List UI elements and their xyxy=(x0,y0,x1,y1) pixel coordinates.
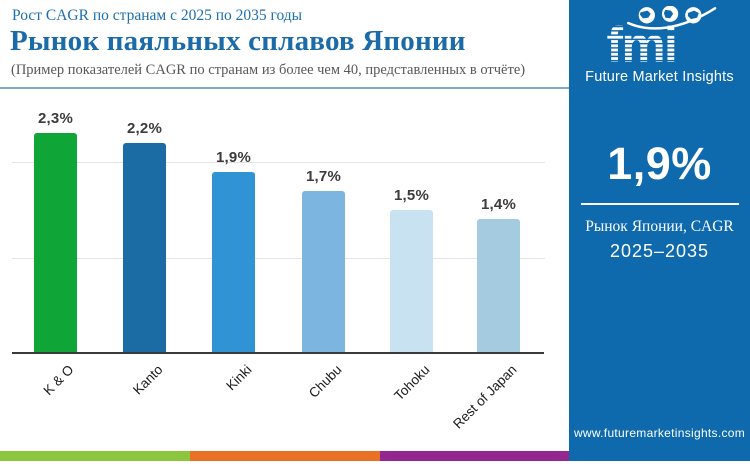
stat-underline xyxy=(580,203,739,205)
stripe-segment-green xyxy=(0,451,190,461)
logo-globe-icons xyxy=(638,6,701,24)
logo-caption: Future Market Insights xyxy=(585,69,734,85)
website-url[interactable]: www.futuremarketinsights.com xyxy=(573,426,746,440)
stripe-segment-orange xyxy=(190,451,380,461)
bar-chart: 2,3% 2,2% 1,9% 1,7% 1,5% 1,4% K & O Kanto Kinki… xyxy=(12,110,545,432)
stat-value: 1,9% xyxy=(607,138,712,189)
bar-tohoku xyxy=(390,210,433,353)
bar-chubu xyxy=(302,191,345,353)
gridline xyxy=(12,162,545,163)
page-subtitle: (Пример показателей CAGR по странам из б… xyxy=(11,62,526,78)
page-title: Рынок паяльных сплавов Японии xyxy=(10,25,466,57)
report-eyebrow: Рост CAGR по странам с 2025 по 2035 годы xyxy=(12,7,303,24)
logo-wordmark: fmi xyxy=(606,17,676,68)
fmi-logo: fmi Future Market Insights xyxy=(569,6,750,85)
footer-color-stripe xyxy=(0,451,569,461)
stat-caption: Рынок Японии, CAGR xyxy=(585,218,734,235)
bar-value-label: 1,4% xyxy=(481,196,516,213)
stripe-segment-purple xyxy=(380,451,569,461)
stat-years: 2025–2035 xyxy=(609,241,710,261)
bar-value-label: 2,2% xyxy=(127,120,162,137)
bar-value-label: 1,5% xyxy=(394,187,429,204)
header-divider xyxy=(0,87,569,89)
brand-sidebar: fmi Future Market Insights 1,9% Рынок Яп… xyxy=(569,0,750,461)
gridline xyxy=(12,257,545,259)
highlight-stat: 1,9% Рынок Японии, CAGR 2025–2035 xyxy=(569,138,750,262)
bar-rest-of-japan xyxy=(477,219,520,353)
bar-value-label: 1,9% xyxy=(216,149,251,166)
bar-kinki xyxy=(212,172,255,353)
bar-k-o xyxy=(34,133,77,353)
bar-value-label: 1,7% xyxy=(306,168,341,185)
chart-panel: Рост CAGR по странам с 2025 по 2035 годы… xyxy=(0,7,569,432)
bar-value-label: 2,3% xyxy=(38,110,73,127)
bar-kanto xyxy=(123,143,166,353)
fmi-logo-mark-icon: fmi xyxy=(606,6,716,68)
x-axis-line xyxy=(12,352,544,354)
logo-swoosh-icon xyxy=(626,7,716,30)
